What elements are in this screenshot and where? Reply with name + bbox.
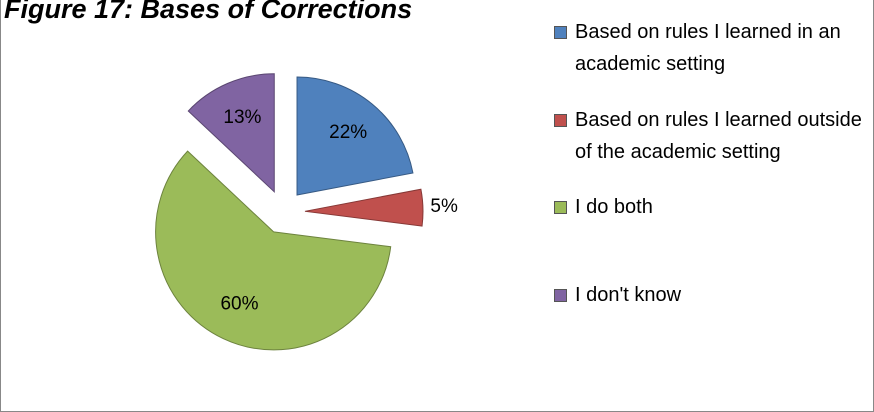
legend-swatch [554,289,567,302]
legend-swatch [554,26,567,39]
data-label: 60% [220,294,258,315]
legend-label: I don't know [575,284,682,306]
pie-slice [155,150,392,351]
pie-slice [296,76,414,196]
data-label: 22% [329,122,367,143]
legend-label: I do both [575,196,653,218]
pie-slice [187,73,275,193]
legend-label: Based on rules I learned in an academic … [575,21,841,75]
legend-swatch [554,201,567,214]
chart-title: Figure 17: Bases of Corrections [4,0,412,24]
legend-label: Based on rules I learned outside of the … [575,109,862,163]
data-label: 5% [430,196,458,217]
legend-swatch [554,114,567,127]
data-label: 13% [223,107,261,128]
pie-slice [304,188,424,227]
